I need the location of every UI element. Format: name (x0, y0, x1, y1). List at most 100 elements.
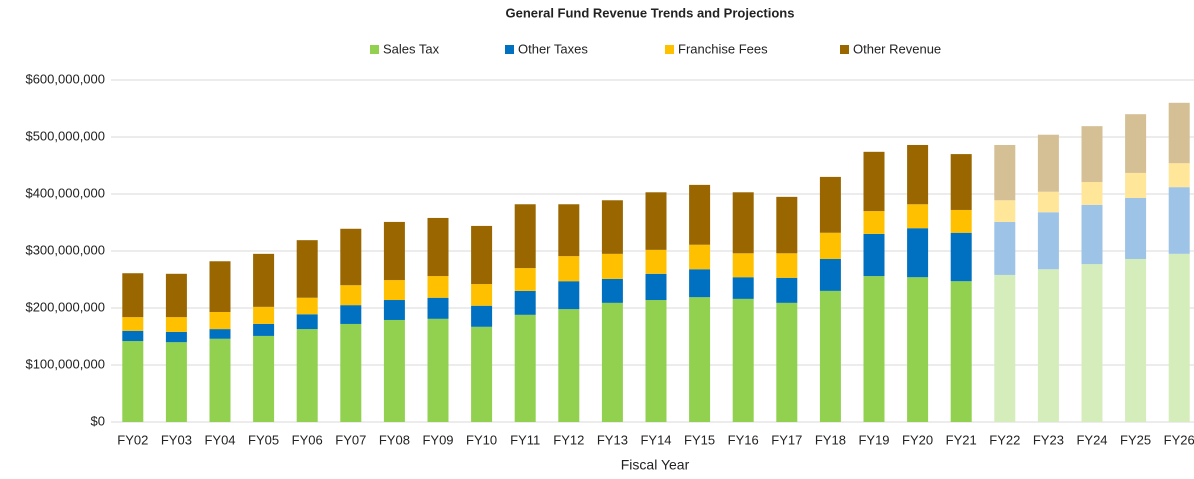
bar-segment (732, 277, 754, 299)
bar-segment (1168, 102, 1190, 164)
bar-segment (689, 269, 711, 298)
bar-segment (209, 338, 231, 422)
y-tick-label: $200,000,000 (25, 299, 105, 314)
bar-segment (165, 317, 187, 332)
bar-segment (253, 253, 275, 307)
y-tick-label: $600,000,000 (25, 71, 105, 86)
bar-segment (776, 196, 798, 254)
bar-segment (689, 184, 711, 245)
bar-segment (427, 217, 449, 277)
legend-swatch (665, 45, 674, 54)
bar-segment (1168, 253, 1190, 422)
bar-segment (1037, 134, 1059, 192)
bar-segment (776, 253, 798, 278)
x-tick-label: FY07 (335, 432, 366, 447)
bar-segment (819, 258, 841, 291)
bar-segment (645, 300, 667, 422)
bar-segment (1037, 269, 1059, 422)
bar-segment (514, 290, 536, 315)
bar-segment (165, 273, 187, 318)
x-tick-label: FY19 (858, 432, 889, 447)
legend-swatch (505, 45, 514, 54)
bar-segment (950, 232, 972, 282)
bar-segment (1081, 182, 1103, 205)
legend-label: Other Revenue (853, 41, 941, 56)
bar-segment (514, 204, 536, 269)
x-tick-label: FY18 (815, 432, 846, 447)
bar-segment (340, 305, 362, 324)
y-tick-label: $0 (91, 413, 105, 428)
bar-segment (1081, 264, 1103, 422)
y-tick-label: $400,000,000 (25, 185, 105, 200)
bar-segment (340, 285, 362, 306)
x-tick-label: FY23 (1033, 432, 1064, 447)
bar-segment (732, 192, 754, 254)
bar-segment (863, 211, 885, 234)
bar-segment (471, 326, 493, 422)
x-tick-label: FY11 (510, 432, 540, 447)
bar-segment (1125, 172, 1147, 198)
bar-segment (1125, 258, 1147, 422)
bar-segment (907, 204, 929, 229)
bar-segment (122, 341, 144, 422)
bar-segment (427, 318, 449, 422)
bar-segment (296, 329, 318, 422)
chart-title: General Fund Revenue Trends and Projecti… (506, 5, 795, 20)
bar-segment (383, 221, 405, 281)
bar-segment (209, 261, 231, 312)
bar-segment (819, 290, 841, 422)
bar-segment (165, 342, 187, 422)
x-tick-label: FY06 (292, 432, 323, 447)
x-tick-label: FY12 (553, 432, 584, 447)
bar-segment (689, 244, 711, 270)
x-tick-label: FY17 (771, 432, 802, 447)
bar-segment (471, 284, 493, 306)
bar-segment (558, 281, 580, 310)
bar-segment (645, 249, 667, 274)
bar-segment (383, 300, 405, 320)
bar-segment (776, 302, 798, 422)
bar-segment (209, 311, 231, 330)
bar-segment (122, 330, 144, 342)
bar-segment (863, 233, 885, 277)
bar-segment (863, 276, 885, 422)
bar-segment (1125, 197, 1147, 259)
x-tick-label: FY10 (466, 432, 497, 447)
bar-segment (296, 240, 318, 298)
bar-segment (1168, 163, 1190, 188)
bar-segment (253, 323, 275, 336)
bar-segment (601, 302, 623, 422)
bar-segment (994, 221, 1016, 275)
x-tick-label: FY25 (1120, 432, 1151, 447)
bar-segment (340, 323, 362, 422)
bar-segment (471, 225, 493, 285)
bar-segment (732, 253, 754, 278)
bar-segment (471, 305, 493, 327)
x-tick-label: FY15 (684, 432, 715, 447)
x-tick-label: FY03 (161, 432, 192, 447)
bar-segment (689, 297, 711, 422)
x-tick-label: FY16 (728, 432, 759, 447)
bar-segment (1037, 191, 1059, 213)
bar-segment (514, 268, 536, 291)
x-axis-title: Fiscal Year (621, 457, 690, 473)
x-tick-label: FY26 (1164, 432, 1194, 447)
bar-segment (122, 317, 144, 331)
bar-segment (950, 281, 972, 422)
legend-swatch (840, 45, 849, 54)
y-tick-label: $300,000,000 (25, 242, 105, 257)
bar-segment (558, 256, 580, 282)
bar-segment (1168, 187, 1190, 254)
x-tick-label: FY21 (946, 432, 977, 447)
x-tick-label: FY05 (248, 432, 279, 447)
bar-segment (1125, 114, 1147, 173)
bar-segment (776, 277, 798, 303)
x-tick-label: FY02 (117, 432, 148, 447)
legend-label: Sales Tax (383, 41, 440, 56)
x-tick-label: FY22 (989, 432, 1020, 447)
bar-segment (907, 277, 929, 422)
bar-segment (994, 200, 1016, 222)
y-tick-label: $100,000,000 (25, 356, 105, 371)
bar-segment (427, 297, 449, 319)
